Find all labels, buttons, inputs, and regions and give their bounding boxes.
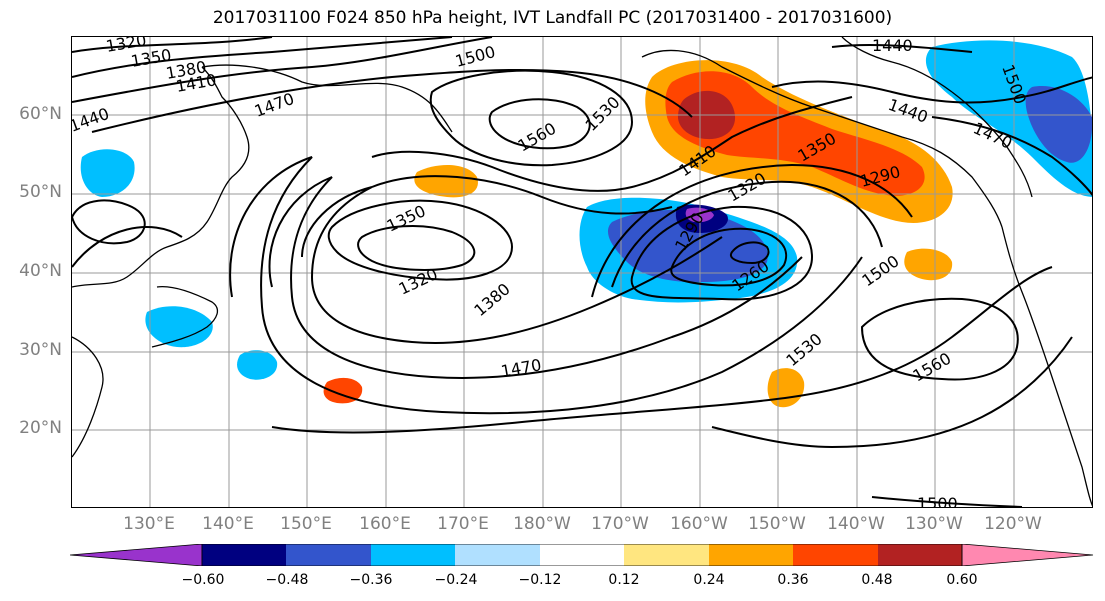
contour-label: 1560 (515, 119, 560, 156)
lon-label: 160°W (670, 514, 728, 534)
negative-patch-south (237, 350, 278, 380)
colorbar (70, 544, 1094, 566)
colorbar-segment (624, 544, 709, 566)
contour-label: 1530 (782, 329, 825, 370)
colorbar-segment (202, 544, 286, 566)
colorbar-extend-high (961, 544, 1094, 566)
contour-label: 1500 (453, 42, 497, 71)
lon-label: 150°E (280, 514, 332, 534)
colorbar-segment (286, 544, 371, 566)
colorbar-segment (878, 544, 962, 566)
positive-patch-hawaii (767, 368, 805, 408)
gridlines (72, 37, 1092, 507)
shading-layer (80, 40, 1092, 408)
positive-patch-subtropics (323, 377, 363, 404)
contour-label: 1350 (384, 201, 429, 235)
lon-label: 170°E (437, 514, 489, 534)
coastlines (72, 37, 1092, 507)
colorbar-tick: −0.48 (265, 572, 309, 588)
lon-label: 140°E (202, 514, 254, 534)
colorbar-tick: 0.36 (777, 572, 809, 588)
lat-label-30n: 30°N (19, 340, 62, 360)
lat-label-40n: 40°N (19, 261, 62, 281)
colorbar-extend-low (70, 544, 203, 566)
contour-label: 1440 (886, 95, 931, 127)
lat-label-20n: 20°N (19, 418, 62, 438)
lon-label: 120°W (984, 514, 1042, 534)
lon-label: 150°W (748, 514, 806, 534)
map-svg: 1320 1350 1380 1410 1440 1500 1470 1560 … (72, 37, 1092, 508)
colorbar-tick: 0.60 (946, 572, 978, 588)
colorbar-tick: 0.48 (861, 572, 893, 588)
negative-patch-japan (145, 306, 213, 348)
negative-anomaly-northeast-core (1025, 86, 1092, 163)
lon-label: 130°W (905, 514, 963, 534)
colorbar-tick: −0.60 (181, 572, 225, 588)
contour-label: 1470 (252, 89, 297, 121)
map-panel: 1320 1350 1380 1410 1440 1500 1470 1560 … (71, 36, 1093, 508)
colorbar-segment (371, 544, 455, 566)
lon-label: 160°E (359, 514, 411, 534)
lat-label-60n: 60°N (19, 104, 62, 124)
colorbar-tick: 0.24 (693, 572, 725, 588)
contour-label: 1440 (72, 104, 112, 136)
contour-label: 1440 (872, 37, 913, 55)
colorbar-segment (455, 544, 540, 566)
colorbar-tick: 0.12 (608, 572, 640, 588)
lon-label: 140°W (827, 514, 885, 534)
colorbar-segment (709, 544, 793, 566)
lon-label: 170°W (591, 514, 649, 534)
colorbar-outline (201, 544, 963, 566)
contour-label: 1530 (581, 93, 623, 135)
positive-patch-east (904, 248, 953, 281)
colorbar-segment (540, 544, 624, 566)
lat-label-50n: 50°N (19, 182, 62, 202)
negative-patch-west (80, 149, 135, 197)
positive-patch-west (414, 165, 478, 198)
contour-label: 1380 (470, 279, 513, 320)
contour-label: 1470 (499, 355, 542, 381)
plot-title: 2017031100 F024 850 hPa height, IVT Land… (212, 8, 893, 28)
lon-label: 130°E (123, 514, 175, 534)
contour-label: 1500 (858, 251, 902, 290)
colorbar-tick: −0.24 (434, 572, 478, 588)
contour-label: 1500 (917, 494, 958, 508)
colorbar-tick: −0.12 (518, 572, 562, 588)
colorbar-tick: −0.36 (349, 572, 393, 588)
negative-anomaly-northeast (926, 40, 1092, 197)
colorbar-segment (793, 544, 878, 566)
lon-label: 180°W (513, 514, 571, 534)
height-contours (72, 37, 1092, 507)
